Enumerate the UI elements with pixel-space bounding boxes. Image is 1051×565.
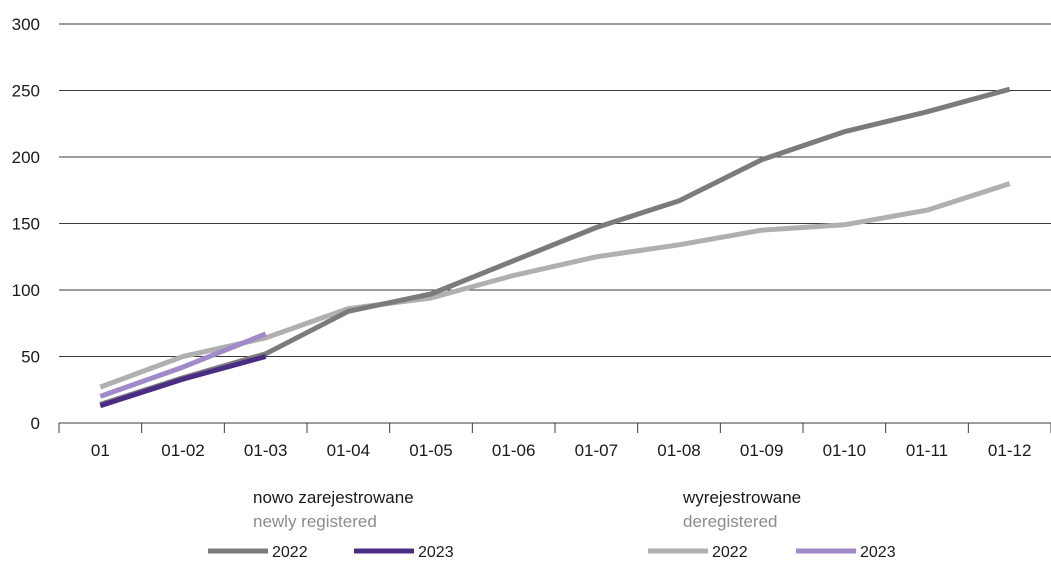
x-tick-label: 01 (91, 441, 110, 460)
legend-group-subtitle: deregistered (683, 512, 778, 531)
series-line-2022-group-0 (99, 86, 1011, 407)
axes: 0 50 100 150 200 250 300 01 01-02 01-03 01-04 01-05… (12, 15, 1051, 460)
legend-label: 2023 (418, 544, 454, 561)
y-tick-label: 0 (31, 414, 40, 433)
legend-label: 2022 (712, 544, 748, 561)
x-tick-label: 01-03 (244, 441, 287, 460)
x-tick-label: 01-11 (906, 441, 948, 460)
x-tick-label: 01-09 (740, 441, 783, 460)
y-tick-label: 50 (21, 348, 40, 367)
y-tick-label: 150 (12, 215, 40, 234)
y-tick-label: 100 (12, 281, 40, 300)
legend-group-title: wyrejestrowane (682, 488, 801, 507)
x-tick-label: 01-12 (988, 441, 1031, 460)
y-tick-label: 200 (12, 148, 40, 167)
gridlines (59, 23, 1051, 357)
x-tick-label: 01-08 (657, 441, 700, 460)
x-tick-label: 01-10 (823, 441, 866, 460)
legend-group-subtitle: newly registered (253, 512, 377, 531)
x-tick-label: 01-04 (327, 441, 370, 460)
legend-label: 2023 (860, 544, 896, 561)
series-line-2023-group-1 (99, 331, 267, 399)
y-tick-label: 250 (12, 82, 40, 101)
legend-label: 2022 (272, 544, 308, 561)
legend: nowo zarejestrowane newly registered wyrej… (208, 488, 896, 561)
x-tick-label: 01-02 (161, 441, 204, 460)
y-tick-label: 300 (12, 15, 40, 34)
x-tick-label: 01-07 (575, 441, 618, 460)
x-tick-label: 01-06 (492, 441, 535, 460)
series-lines (99, 86, 1011, 409)
x-tick-label: 01-05 (409, 441, 452, 460)
legend-group-title: nowo zarejestrowane (253, 488, 414, 507)
series-line-2023-group-0 (99, 354, 267, 409)
